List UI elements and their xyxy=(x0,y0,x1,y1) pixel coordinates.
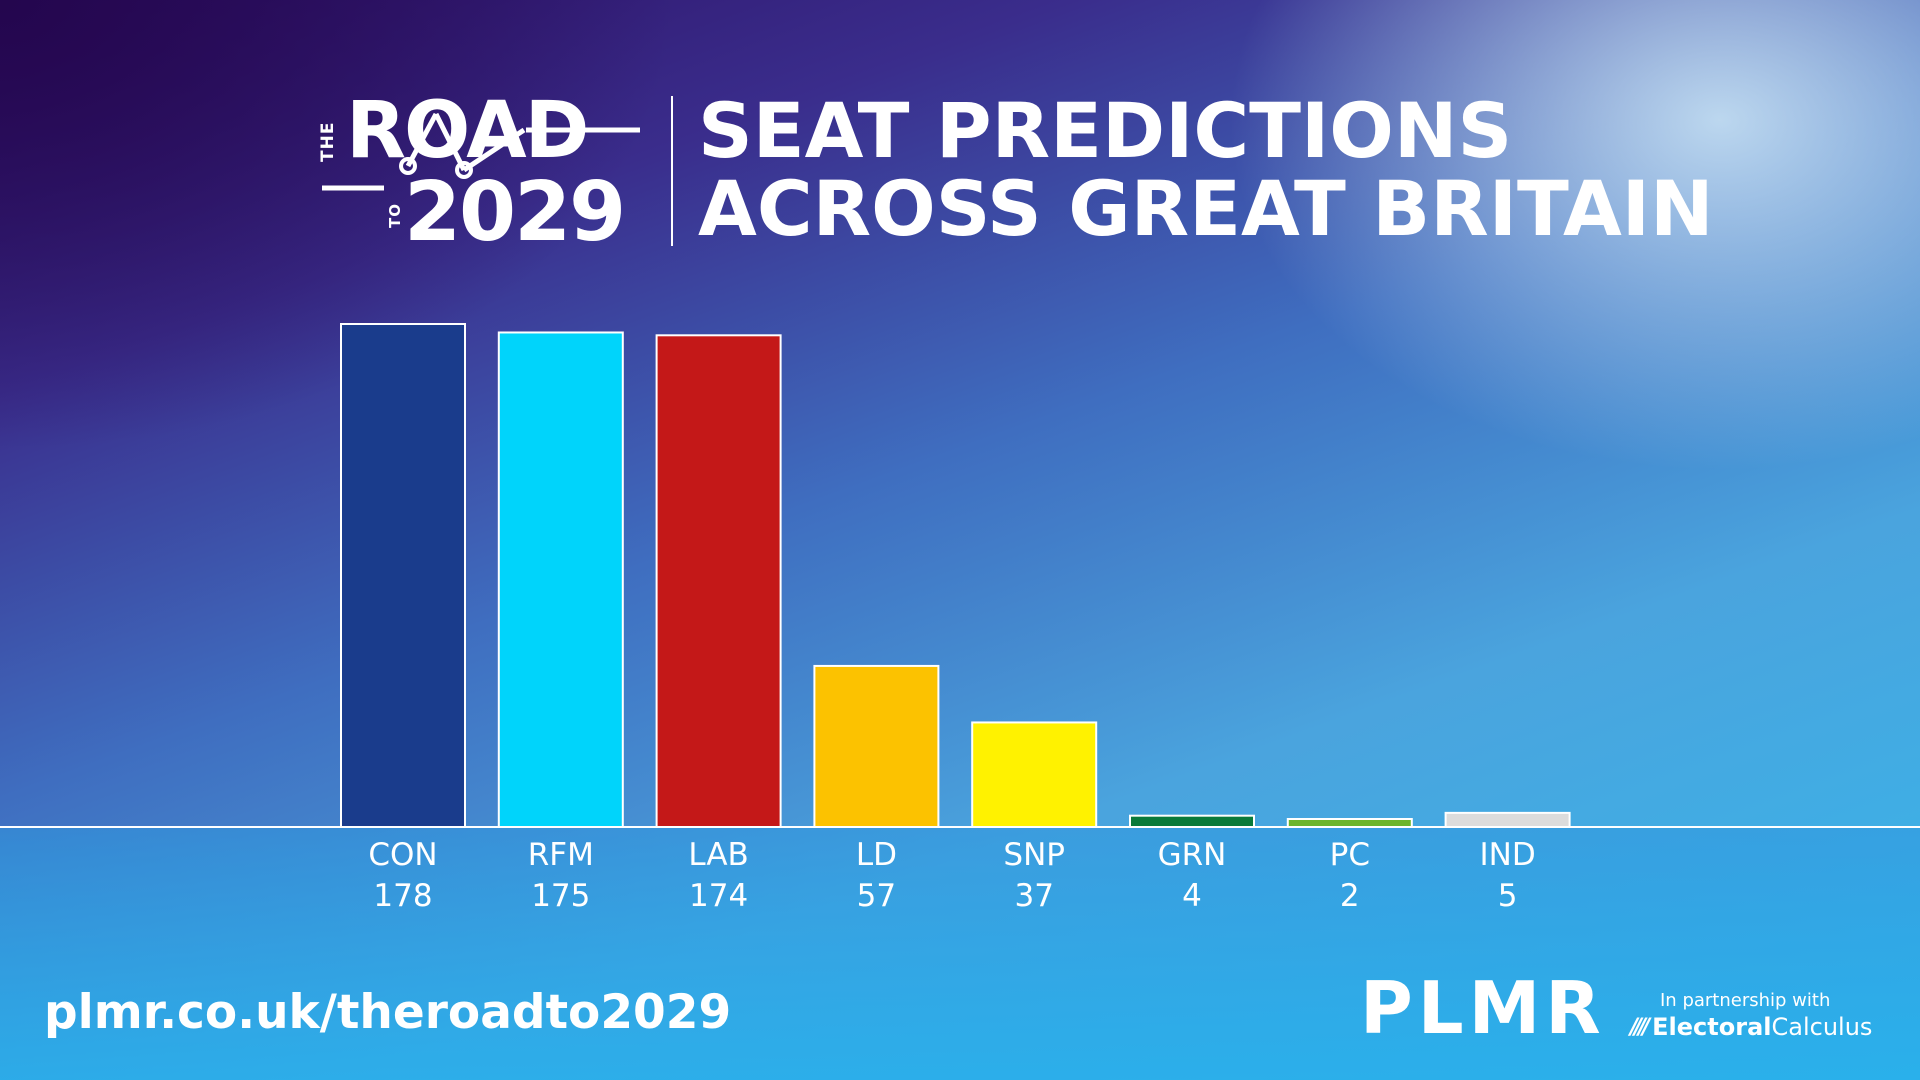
category-label-pc: PC xyxy=(1330,837,1370,873)
page-title: SEAT PREDICTIONS ACROSS GREAT BRITAIN xyxy=(698,92,1714,248)
partner-name-part-1: Electoral xyxy=(1652,1013,1772,1041)
bar-rfm xyxy=(497,331,624,828)
footer-url: plmr.co.uk/theroadto2029 xyxy=(44,985,732,1040)
logo-year-text: 2029 xyxy=(404,165,626,260)
value-label-con: 178 xyxy=(373,878,432,914)
category-label-rfm: RFM xyxy=(528,837,594,873)
seat-predictions-bar-chart: CON 178 RFM 175 LAB 174 LD 57 SNP 37 GRN 4 PC 2 IND 5 xyxy=(0,323,1920,914)
road-to-2029-logo: THE ROAD TO 2029 xyxy=(318,86,658,260)
category-label-grn: GRN xyxy=(1158,837,1227,873)
partner-text: In partnership with xyxy=(1660,990,1831,1011)
logo-to-text: TO xyxy=(386,203,404,228)
category-label-lab: LAB xyxy=(688,837,748,873)
page-title-line-2: ACROSS GREAT BRITAIN xyxy=(698,164,1714,253)
category-label-ld: LD xyxy=(856,837,897,873)
value-label-snp: 37 xyxy=(1014,878,1053,914)
value-label-grn: 4 xyxy=(1182,878,1202,914)
category-label-ind: IND xyxy=(1479,837,1535,873)
category-label-con: CON xyxy=(368,837,437,873)
electoral-calculus-slashes-icon: //// xyxy=(1630,1014,1650,1040)
logo-road-text: ROAD xyxy=(346,86,589,176)
value-label-ind: 5 xyxy=(1498,878,1518,914)
value-label-rfm: 175 xyxy=(531,878,590,914)
title-divider xyxy=(671,96,673,246)
electoral-calculus-logo: //// Electoral Calculus xyxy=(1630,1013,1872,1041)
logo-road-line-graphic xyxy=(322,112,640,191)
plmr-logo: PLMR xyxy=(1360,966,1606,1050)
value-label-pc: 2 xyxy=(1340,878,1360,914)
partner-name-part-2: Calculus xyxy=(1771,1013,1873,1041)
value-label-ld: 57 xyxy=(857,878,896,914)
bar-lab xyxy=(655,334,782,828)
bar-con xyxy=(340,323,466,828)
bar-grn xyxy=(1129,814,1255,829)
value-label-lab: 174 xyxy=(689,878,748,914)
bar-ld xyxy=(813,664,940,828)
page-title-line-1: SEAT PREDICTIONS xyxy=(698,86,1513,175)
bar-ind xyxy=(1444,811,1571,829)
category-label-snp: SNP xyxy=(1003,837,1065,873)
bar-snp xyxy=(971,721,1098,828)
logo-the-text: THE xyxy=(318,121,338,162)
bar-pc xyxy=(1286,818,1413,828)
bottom-band xyxy=(0,826,1920,1080)
